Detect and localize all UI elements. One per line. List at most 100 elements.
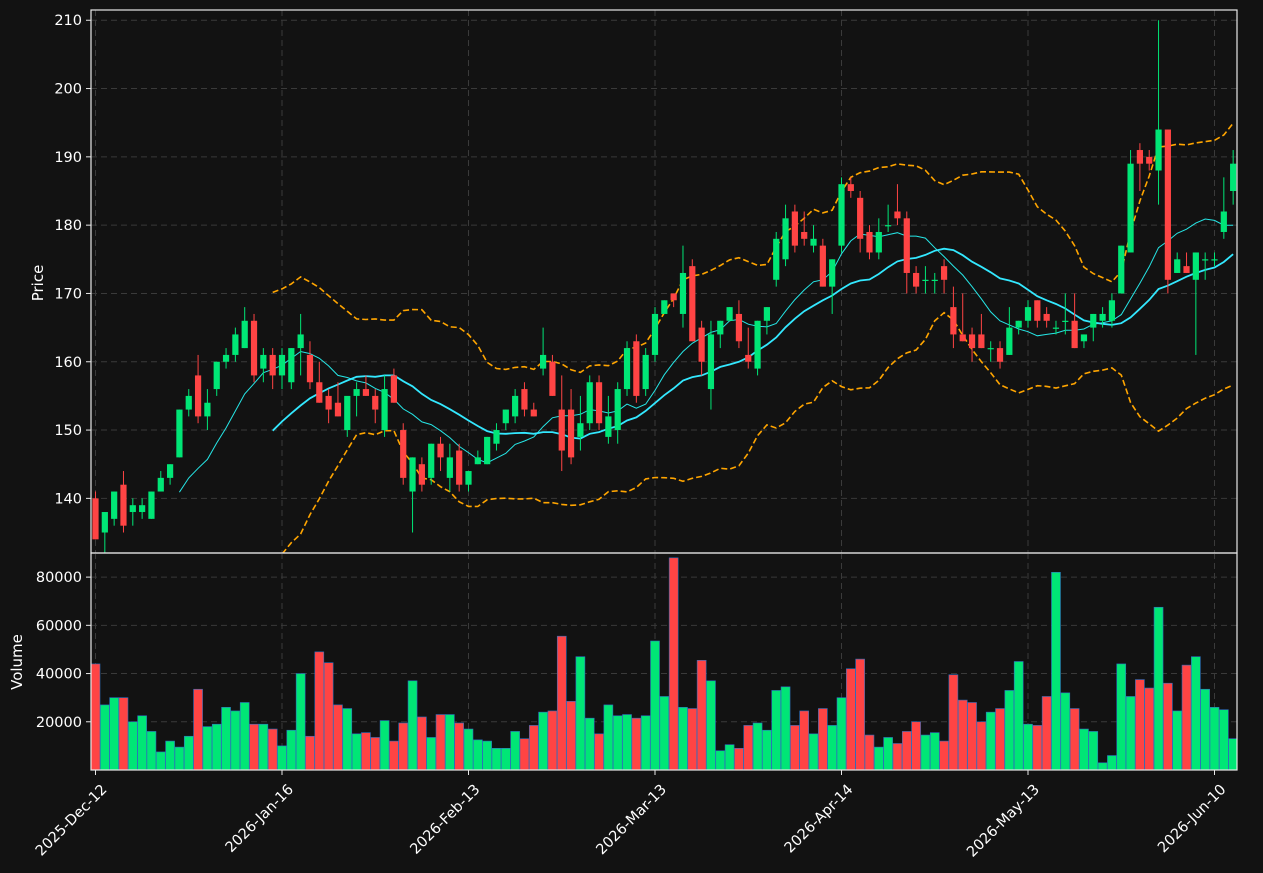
candle-body [838, 184, 845, 246]
volume-bar [211, 723, 222, 770]
candle-body [1062, 320, 1069, 322]
candle-body [250, 320, 258, 376]
volume-bar [1069, 708, 1080, 770]
volume-bar [370, 737, 381, 770]
candle-body [1108, 300, 1116, 321]
candle-body [1090, 313, 1097, 328]
volume-bar [1153, 606, 1164, 770]
volume-bar [1228, 738, 1237, 770]
candle-body [334, 402, 342, 417]
candle-body [344, 395, 351, 431]
candle-body [278, 354, 286, 376]
volume-bar [734, 747, 744, 770]
candle-body [698, 327, 705, 362]
candle-body [614, 389, 621, 431]
volume-bar [426, 737, 437, 770]
volume-grid [91, 553, 1237, 770]
candle-body [148, 491, 155, 519]
volume-bar [659, 696, 670, 770]
candle-body [1155, 129, 1162, 171]
candle-body [782, 218, 789, 260]
volume-bar [155, 751, 166, 770]
candle-body [446, 457, 453, 478]
volume-bar [500, 747, 511, 770]
volume-bar [361, 732, 371, 770]
volume-panel-frame [90, 552, 1238, 771]
volume-bar [230, 710, 241, 770]
volume-bar [146, 731, 157, 770]
volume-bar [165, 740, 175, 770]
candle-body [1183, 266, 1190, 273]
candle-body [894, 211, 901, 219]
candle-body [232, 334, 239, 355]
candle-body [829, 259, 836, 287]
candle-body [745, 354, 752, 362]
candle-body [362, 389, 370, 396]
candle-body [437, 443, 444, 458]
candle-body [157, 477, 164, 492]
candle-body [801, 231, 808, 239]
volume-bar [566, 700, 576, 770]
volume-bar [668, 557, 679, 770]
candle-body [940, 266, 948, 280]
candle-body [707, 334, 715, 390]
candle-body [502, 409, 509, 424]
candle-body [1118, 245, 1125, 294]
volume-bar [109, 697, 119, 770]
price-tick-label: 140 [54, 491, 82, 507]
candle-body [474, 457, 481, 465]
candle-body [987, 348, 994, 350]
volume-bar [351, 733, 362, 770]
price-y-ticks: 140 150 160 170 180 190 200 210 [54, 13, 91, 507]
candle-body [139, 505, 146, 513]
volume-bar [342, 708, 353, 770]
volume-bar [594, 733, 604, 770]
candle-body [512, 395, 519, 417]
price-tick-label: 210 [54, 13, 82, 29]
volume-bar [920, 734, 931, 770]
candle-body [586, 382, 593, 424]
volume-bar [612, 715, 623, 770]
price-tick-label: 190 [54, 150, 82, 166]
candle-body [819, 245, 826, 287]
candle-body [903, 218, 910, 273]
volume-bar [1135, 679, 1145, 770]
candle-body [857, 197, 864, 239]
candle-body [213, 361, 220, 390]
volume-bar [118, 697, 129, 770]
volume-bar [883, 737, 893, 770]
candle-body [661, 300, 668, 314]
candle-body [754, 320, 761, 369]
volume-bar [696, 659, 707, 770]
candle-body [260, 354, 267, 369]
volume-bar [398, 722, 409, 770]
volume-bar [389, 740, 399, 770]
candle-body [1099, 313, 1106, 321]
volume-bar [193, 688, 203, 770]
volume-bar [976, 721, 987, 770]
volume-bar [305, 735, 315, 770]
volume-bar [855, 658, 865, 770]
volume-bar [295, 673, 306, 770]
candle-body [922, 279, 929, 281]
volume-bar [1200, 688, 1210, 770]
candle-body [1043, 313, 1050, 321]
volume-bar [1125, 696, 1136, 770]
volume-tick-label: 20000 [36, 715, 82, 731]
volume-tick-label: 40000 [36, 667, 82, 683]
price-tick-label: 180 [54, 218, 82, 234]
candle-body [1202, 259, 1209, 261]
candle-body [679, 272, 687, 314]
candle-body [1192, 252, 1199, 280]
candle-body [810, 238, 817, 246]
volume-bar [650, 640, 660, 770]
candle-body [735, 313, 743, 342]
volume-bar [584, 717, 595, 770]
ma-fast-line [178, 218, 1234, 493]
volume-bar [1041, 696, 1052, 770]
volume-bar [929, 732, 940, 770]
candle-body [689, 266, 696, 342]
volume-bar [901, 731, 912, 770]
candle-body [390, 375, 397, 403]
volume-bar [435, 714, 446, 770]
